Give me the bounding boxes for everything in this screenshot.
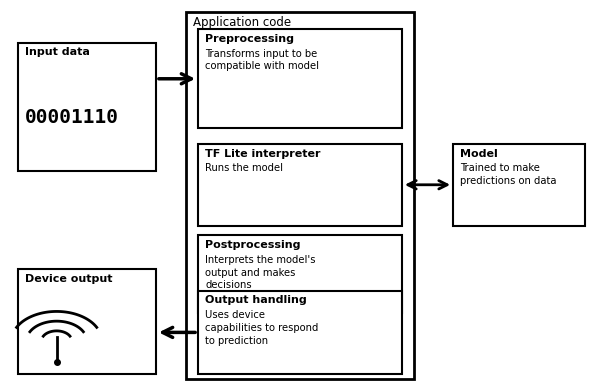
Text: Output handling: Output handling bbox=[205, 295, 307, 305]
Text: Input data: Input data bbox=[25, 47, 90, 58]
Text: Runs the model: Runs the model bbox=[205, 163, 283, 173]
Text: Postprocessing: Postprocessing bbox=[205, 240, 301, 250]
Text: Trained to make
predictions on data: Trained to make predictions on data bbox=[460, 163, 557, 186]
Text: Transforms input to be
compatible with model: Transforms input to be compatible with m… bbox=[205, 49, 319, 72]
Bar bbox=[18, 43, 156, 171]
Text: Uses device
capabilities to respond
to prediction: Uses device capabilities to respond to p… bbox=[205, 310, 319, 346]
Bar bbox=[453, 144, 585, 226]
Text: 00001110: 00001110 bbox=[25, 108, 119, 127]
Bar bbox=[198, 291, 402, 374]
Bar bbox=[198, 144, 402, 226]
Text: Device output: Device output bbox=[25, 274, 113, 284]
Bar bbox=[18, 269, 156, 374]
Bar bbox=[198, 235, 402, 313]
Text: Application code: Application code bbox=[193, 16, 292, 29]
Text: TF Lite interpreter: TF Lite interpreter bbox=[205, 149, 321, 159]
Bar bbox=[186, 12, 414, 379]
Text: Interprets the model's
output and makes
decisions: Interprets the model's output and makes … bbox=[205, 255, 316, 291]
Bar bbox=[198, 29, 402, 128]
Text: Preprocessing: Preprocessing bbox=[205, 34, 294, 44]
Text: Model: Model bbox=[460, 149, 498, 159]
